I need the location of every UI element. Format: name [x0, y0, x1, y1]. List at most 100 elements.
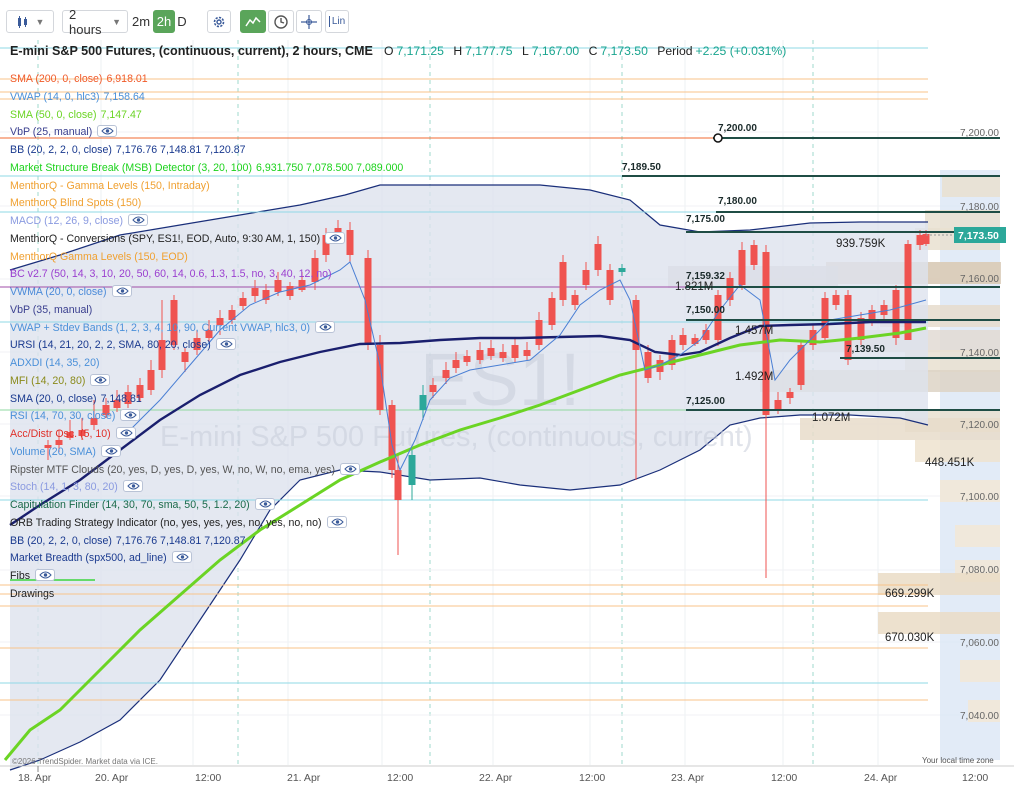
candle-down: [904, 244, 912, 340]
volume-labels: 939.759K 1.821M 1.457M 1.492M 1.072M 448.451K…: [675, 238, 975, 644]
legend-item-24[interactable]: Stoch (14, 1, 3, 80, 20): [10, 480, 143, 494]
visibility-eye-icon[interactable]: [122, 480, 143, 493]
legend-item-13[interactable]: VWMA (20, 0, close): [10, 285, 132, 299]
legend-item-15[interactable]: VWAP + Stdev Bands (1, 2, 3, 4, 10, 90, …: [10, 320, 336, 335]
lin-scale-button[interactable]: Lin: [325, 10, 349, 33]
legend-item-9[interactable]: MACD (12, 26, 9, close): [10, 214, 149, 228]
legend-item-20[interactable]: RSI (14, 70, 30, close): [10, 409, 141, 423]
visibility-eye-icon[interactable]: [339, 462, 360, 475]
horizontal-levels: [0, 47, 928, 701]
candles-icon: [17, 15, 27, 28]
settings-button[interactable]: [207, 10, 231, 33]
legend-item-27[interactable]: BB (20, 2, 2, 0, close) 7,176.76 7,148.81…: [10, 534, 245, 548]
candle-down: [181, 352, 189, 362]
candle-up: [618, 268, 626, 272]
visibility-eye-icon[interactable]: [254, 498, 275, 511]
legend-item-2[interactable]: VWAP (14, 0, hlc3) 7,158.64: [10, 90, 145, 104]
legend-item-14[interactable]: VbP (35, manual): [10, 303, 92, 317]
close-value: 7,173.50: [600, 44, 648, 58]
candle-down: [55, 440, 63, 445]
timeframe-label: 2 hours: [69, 6, 102, 37]
legend-item-11[interactable]: MenthorQ Gamma Levels (150, EOD): [10, 250, 188, 264]
candle-down: [78, 430, 86, 436]
legend-item-name: URSI (14, 21, 20, 2, 2, SMA, 80, 20, clo…: [10, 339, 211, 352]
visibility-eye-icon[interactable]: [171, 551, 192, 564]
chart-type-dropdown[interactable]: ▼: [6, 10, 54, 33]
gamma-levels: 7,200.00 7,189.50 7,180.00 7,175.00 7,159.32…: [622, 123, 1000, 411]
replay-button[interactable]: [268, 10, 294, 33]
candle-down: [262, 290, 270, 300]
legend-item-21[interactable]: Acc/Distr Osc. (5, 10): [10, 427, 136, 441]
crosshair-icon: [301, 14, 317, 29]
vbp-bar: [940, 480, 1000, 502]
legend-item-10[interactable]: MenthorQ - Conversions (SPY, ES1!, EOD, …: [10, 231, 346, 246]
legend-item-1[interactable]: SMA (200, 0, close) 6,918.01: [10, 72, 148, 86]
candle-down: [548, 298, 556, 325]
candle-down: [487, 348, 495, 356]
current-price-tag: [954, 227, 1006, 243]
candle-down: [523, 350, 531, 356]
crosshair-button[interactable]: [296, 10, 322, 33]
chart-type-area-icon: [245, 16, 261, 26]
legend-item-5[interactable]: BB (20, 2, 2, 0, close) 7,176.76 7,148.81…: [10, 143, 245, 157]
legend-item-22[interactable]: Volume (20, SMA): [10, 444, 121, 459]
candle-down: [452, 360, 460, 368]
candle-down: [429, 385, 437, 392]
legend-item-29[interactable]: Fibs: [10, 569, 56, 583]
visibility-eye-icon[interactable]: [315, 320, 336, 333]
gamma-level-label: 7,159.32: [686, 271, 725, 282]
volume-profile-label: 1.457M: [735, 325, 773, 337]
legend-item-3[interactable]: SMA (50, 0, close) 7,147.47: [10, 108, 142, 122]
visibility-eye-icon[interactable]: [111, 285, 132, 298]
legend-item-28[interactable]: Market Breadth (spx500, ad_line): [10, 551, 192, 565]
legend-item-18[interactable]: MFI (14, 20, 80): [10, 373, 111, 388]
visibility-eye-icon[interactable]: [90, 373, 111, 386]
visibility-eye-icon[interactable]: [215, 338, 236, 351]
visibility-eye-icon[interactable]: [97, 125, 118, 138]
timeframe-dropdown[interactable]: 2 hours ▼: [62, 7, 128, 37]
candle-down: [821, 298, 829, 338]
candle-down: [44, 445, 52, 448]
legend-item-name: SMA (20, 0, close): [10, 392, 97, 405]
legend-item-7[interactable]: MenthorQ - Gamma Levels (150, Intraday): [10, 179, 210, 193]
legend-item-26[interactable]: ORB Trading Strategy Indicator (no, yes,…: [10, 515, 347, 530]
interval-2m-button[interactable]: 2m: [130, 10, 152, 33]
legend-item-25[interactable]: Capitulation Finder (14, 30, 70, sma, 50…: [10, 498, 275, 512]
candle-down: [559, 262, 567, 300]
legend-item-12[interactable]: BC v2.7 (50, 14, 3, 10, 20, 50, 60, 14, …: [10, 267, 332, 281]
legend-item-17[interactable]: ADXDI (14, 35, 20): [10, 356, 100, 370]
vwap-line: [129, 261, 927, 472]
legend-item-30[interactable]: Drawings: [10, 587, 54, 601]
candle-down: [797, 345, 805, 385]
chart-mode-button[interactable]: [240, 10, 266, 33]
vbp-bar: [915, 440, 1000, 462]
visibility-eye-icon[interactable]: [326, 515, 347, 528]
legend-item-4[interactable]: VbP (25, manual): [10, 125, 118, 139]
legend-item-19[interactable]: SMA (20, 0, close) 7,148.81: [10, 392, 142, 406]
candle-down: [714, 295, 722, 340]
legend-item-name: MenthorQ Gamma Levels (150, EOD): [10, 250, 188, 263]
visibility-eye-icon[interactable]: [128, 214, 149, 227]
period-label: Period: [657, 44, 693, 58]
vbp-bar: [878, 612, 1000, 634]
volume-profile-label: 1.072M: [812, 412, 850, 424]
candle-down: [388, 405, 396, 470]
high-value: 7,177.75: [465, 44, 513, 58]
price-chart[interactable]: ES1! E-mini S&P 500 Futures, (continuous…: [0, 40, 1014, 800]
legend-item-23[interactable]: Ripster MTF Clouds (20, yes, D, yes, D, …: [10, 462, 360, 477]
interval-d-button[interactable]: D: [175, 10, 189, 33]
visibility-eye-icon[interactable]: [35, 569, 56, 582]
candle-down: [857, 318, 865, 340]
visibility-eye-icon[interactable]: [120, 409, 141, 422]
candle-down: [193, 338, 201, 350]
indicator-legend: SMA (200, 0, close) 6,918.01 VWAP (14, 0, …: [0, 40, 940, 600]
candle-down: [679, 335, 687, 345]
visibility-eye-icon[interactable]: [115, 427, 136, 440]
legend-item-8[interactable]: MenthorQ Blind Spots (150): [10, 196, 141, 210]
legend-item-16[interactable]: URSI (14, 21, 20, 2, 2, SMA, 80, 20, clo…: [10, 338, 236, 352]
visibility-eye-icon[interactable]: [325, 231, 346, 244]
legend-item-6[interactable]: Market Structure Break (MSB) Detector (3…: [10, 161, 403, 175]
interval-2h-button[interactable]: 2h: [153, 10, 175, 33]
bb-upper-line: [9, 184, 928, 271]
visibility-eye-icon[interactable]: [100, 444, 121, 457]
